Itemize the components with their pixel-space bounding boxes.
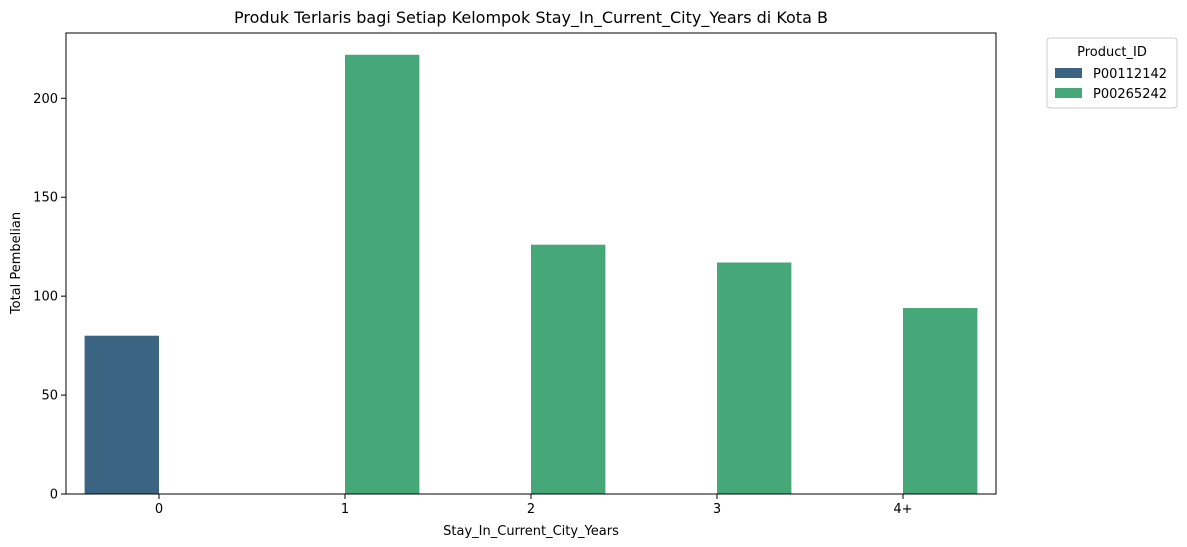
x-tick-label: 2	[527, 502, 535, 517]
y-tick-label: 200	[33, 92, 58, 107]
x-axis-label: Stay_In_Current_City_Years	[443, 524, 619, 539]
y-axis: 0 50 100 150 200	[33, 92, 66, 503]
bar-P00112142-0	[84, 335, 159, 494]
bar-P00265242-4+	[903, 308, 978, 494]
legend-label-P00265242: P00265242	[1093, 87, 1167, 102]
x-tick-label: 3	[713, 502, 721, 517]
bars-group	[84, 54, 978, 494]
bar-P00265242-2	[531, 244, 606, 494]
y-tick-label: 0	[50, 488, 58, 503]
x-tick-label: 0	[155, 502, 163, 517]
bar-P00265242-1	[345, 54, 420, 494]
legend-title: Product_ID	[1077, 45, 1147, 60]
legend-label-P00112142: P00112142	[1093, 67, 1167, 82]
legend: Product_ID P00112142 P00265242	[1046, 37, 1178, 109]
legend-swatch-P00112142	[1055, 68, 1082, 78]
y-tick-label: 100	[33, 290, 58, 305]
x-tick-label: 4+	[893, 502, 912, 517]
chart-title: Produk Terlaris bagi Setiap Kelompok Sta…	[234, 8, 828, 28]
x-axis: 0 1 2 3 4+	[155, 494, 913, 517]
y-tick-label: 150	[33, 191, 58, 206]
y-axis-label: Total Pembelian	[9, 212, 24, 315]
bar-P00265242-3	[717, 262, 792, 494]
legend-swatch-P00265242	[1055, 88, 1082, 98]
x-tick-label: 1	[341, 502, 349, 517]
y-tick-label: 50	[41, 389, 58, 404]
